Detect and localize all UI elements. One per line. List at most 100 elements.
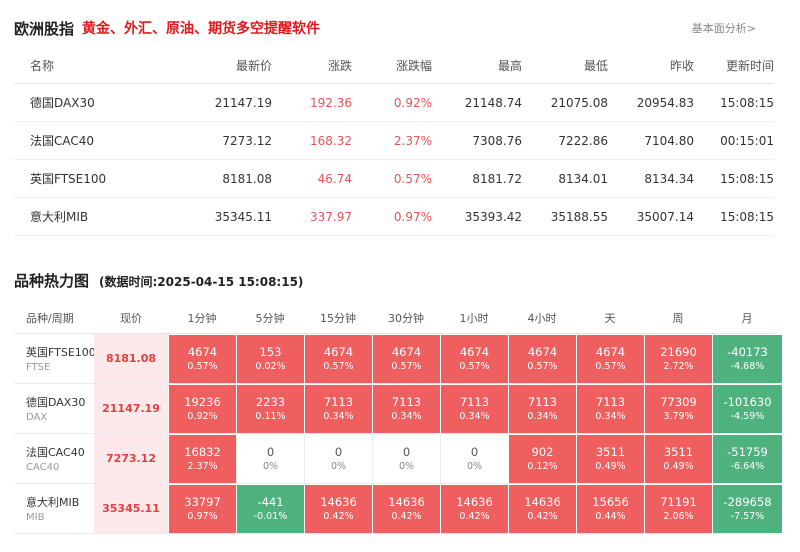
quote-name[interactable]: 德国DAX30 [30, 96, 95, 110]
heatmap-cell[interactable]: 14636 0.42% [372, 484, 440, 533]
cell-value: 902 [531, 445, 554, 459]
heatmap-instrument[interactable]: 意大利MIB MIB [14, 484, 94, 533]
cell-percent: 0.34% [459, 411, 490, 422]
heatmap-cell[interactable]: -289658 -7.57% [712, 484, 782, 533]
heatmap-cell[interactable]: -40173 -4.68% [712, 334, 782, 383]
quote-high: 35393.42 [464, 209, 522, 224]
cell-value: 7113 [527, 395, 558, 409]
heatmap-cell[interactable]: 14636 0.42% [440, 484, 508, 533]
page-title: 欧洲股指 [14, 19, 75, 38]
cell-percent: 0.49% [595, 461, 626, 472]
heatmap-cell[interactable]: 7113 0.34% [440, 384, 508, 433]
heatmap-cell[interactable]: 0 0% [304, 434, 372, 483]
heatmap-cell[interactable]: 7113 0.34% [304, 384, 372, 433]
cell-percent: -7.57% [730, 511, 765, 522]
quote-time: 15:08:15 [720, 209, 774, 224]
heatmap-cell[interactable]: -51759 -6.64% [712, 434, 782, 483]
col-4h: 4小时 [527, 311, 557, 325]
heatmap-cell[interactable]: 4674 0.57% [168, 334, 236, 383]
heatmap-cell[interactable]: 4674 0.57% [304, 334, 372, 383]
heatmap-cell[interactable]: 4674 0.57% [576, 334, 644, 383]
table-row[interactable]: 意大利MIB 35345.11 337.97 0.97% 35393.42 35… [14, 198, 774, 236]
heatmap-cell[interactable]: 3511 0.49% [644, 434, 712, 483]
heatmap-instrument[interactable]: 法国CAC40 CAC40 [14, 434, 94, 483]
quote-high: 21148.74 [464, 95, 522, 110]
heatmap-cell[interactable]: 0 0% [440, 434, 508, 483]
heatmap-cell[interactable]: 0 0% [372, 434, 440, 483]
heatmap-cell[interactable]: 14636 0.42% [304, 484, 372, 533]
heatmap-cell[interactable]: 71191 2.06% [644, 484, 712, 533]
quote-last: 8181.08 [222, 171, 272, 186]
heatmap-cell[interactable]: -441 -0.01% [236, 484, 304, 533]
heatmap-row[interactable]: 法国CAC40 CAC40 7273.12 16832 2.37% 0 0% 0 0% 0 0% 0 0… [14, 434, 782, 484]
heatmap-row[interactable]: 意大利MIB MIB 35345.11 33797 0.97% -441 -0.01% 146… [14, 484, 782, 534]
quote-name[interactable]: 法国CAC40 [30, 134, 95, 148]
heatmap-cell[interactable]: 16832 2.37% [168, 434, 236, 483]
cell-value: 21690 [660, 345, 697, 359]
promo-link[interactable]: 黄金、外汇、原油、期货多空提醒软件 [82, 21, 321, 37]
instrument-code: DAX [26, 412, 48, 423]
heatmap-header: 品种热力图 (数据时间:2025-04-15 15:08:15) [14, 270, 303, 291]
heatmap-cell[interactable]: 77309 3.79% [644, 384, 712, 433]
col-pct: 涨跌幅 [395, 59, 432, 73]
heatmap-cell[interactable]: 7113 0.34% [372, 384, 440, 433]
heatmap-instrument[interactable]: 英国FTSE100 FTSE [14, 334, 96, 383]
quote-name[interactable]: 意大利MIB [30, 210, 89, 224]
cell-percent: 0.42% [459, 511, 490, 522]
heatmap-cell[interactable]: 2233 0.11% [236, 384, 304, 433]
table-row[interactable]: 法国CAC40 7273.12 168.32 2.37% 7308.76 722… [14, 122, 774, 160]
heatmap-cell[interactable]: 153 0.02% [236, 334, 304, 383]
heatmap-cell[interactable]: 14636 0.42% [508, 484, 576, 533]
cell-percent: 0% [466, 461, 483, 472]
page-header: 欧洲股指 黄金、外汇、原油、期货多空提醒软件 [14, 16, 320, 40]
heatmap-cell[interactable]: 902 0.12% [508, 434, 576, 483]
heatmap-row[interactable]: 德国DAX30 DAX 21147.19 19236 0.92% 2233 0.11% 711… [14, 384, 782, 434]
cell-percent: 0.57% [391, 361, 422, 372]
heatmap-cell[interactable]: 0 0% [236, 434, 304, 483]
cell-value: -40173 [727, 345, 768, 359]
fundamental-analysis-link[interactable]: 基本面分析> [691, 22, 756, 35]
table-row[interactable]: 德国DAX30 21147.19 192.36 0.92% 21148.74 2… [14, 84, 774, 122]
heatmap-cell[interactable]: 4674 0.57% [508, 334, 576, 383]
heatmap-cell[interactable]: 3511 0.49% [576, 434, 644, 483]
instrument-name: 法国CAC40 [26, 446, 85, 459]
cell-value: -289658 [723, 495, 772, 509]
heatmap-price: 35345.11 [94, 484, 168, 533]
quote-change: 168.32 [310, 133, 352, 148]
cell-percent: -0.01% [253, 511, 288, 522]
cell-percent: 0% [398, 461, 415, 472]
cell-percent: 0.57% [595, 361, 626, 372]
cell-percent: 2.06% [663, 511, 694, 522]
cell-value: 4674 [391, 345, 422, 359]
col-time: 更新时间 [725, 59, 774, 73]
heatmap-instrument[interactable]: 德国DAX30 DAX [14, 384, 94, 433]
cell-percent: 0.11% [255, 411, 286, 422]
heatmap-cell[interactable]: 7113 0.34% [576, 384, 644, 433]
cell-value: 19236 [184, 395, 221, 409]
heatmap-row[interactable]: 英国FTSE100 FTSE 8181.08 4674 0.57% 153 0.02% 467… [14, 334, 782, 384]
heatmap-price: 8181.08 [94, 334, 168, 383]
col-prev: 昨收 [669, 59, 694, 73]
heatmap-cell[interactable]: 4674 0.57% [440, 334, 508, 383]
col-5min: 5分钟 [255, 311, 285, 325]
heatmap-cell[interactable]: 4674 0.57% [372, 334, 440, 383]
quote-low: 8134.01 [558, 171, 608, 186]
cell-percent: 0.42% [323, 511, 354, 522]
heatmap-cell[interactable]: -101630 -4.59% [712, 384, 782, 433]
heatmap-cell[interactable]: 19236 0.92% [168, 384, 236, 433]
cell-value: 0 [334, 445, 343, 459]
col-instrument: 品种/周期 [26, 311, 74, 325]
instrument-name: 德国DAX30 [26, 396, 86, 409]
cell-percent: 0.57% [459, 361, 490, 372]
heatmap-cell[interactable]: 21690 2.72% [644, 334, 712, 383]
table-row[interactable]: 英国FTSE100 8181.08 46.74 0.57% 8181.72 81… [14, 160, 774, 198]
heatmap-body: 英国FTSE100 FTSE 8181.08 4674 0.57% 153 0.02% 467… [14, 334, 782, 534]
quote-pct: 0.92% [393, 95, 432, 110]
cell-value: 153 [259, 345, 282, 359]
col-day: 天 [604, 311, 616, 325]
cell-value: 14636 [456, 495, 493, 509]
quote-name[interactable]: 英国FTSE100 [30, 172, 107, 186]
heatmap-cell[interactable]: 33797 0.97% [168, 484, 236, 533]
heatmap-cell[interactable]: 15656 0.44% [576, 484, 644, 533]
heatmap-cell[interactable]: 7113 0.34% [508, 384, 576, 433]
